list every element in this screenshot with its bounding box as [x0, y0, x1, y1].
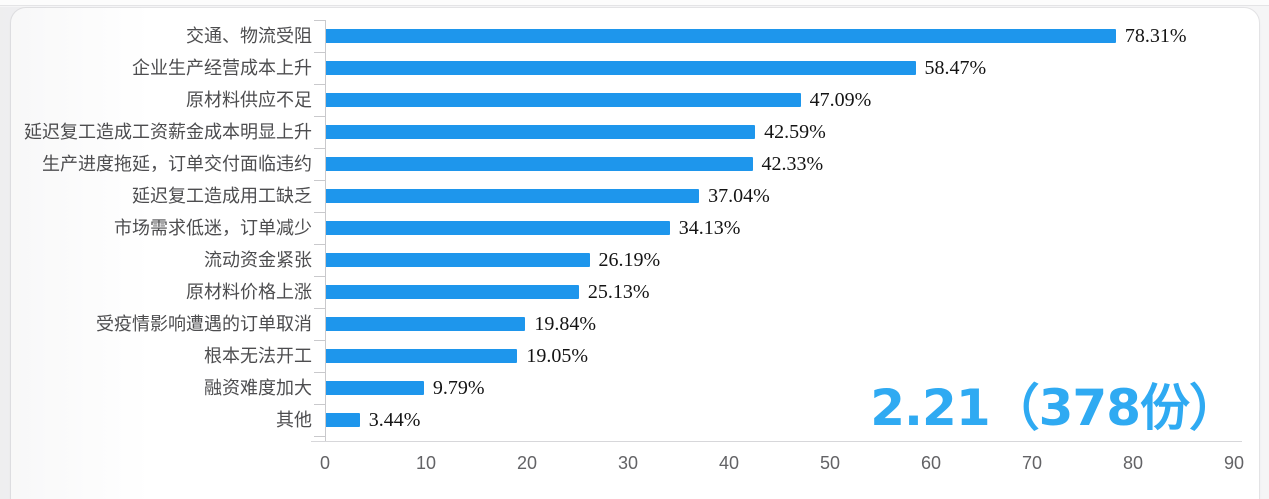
category-tick	[314, 212, 325, 213]
value-label: 37.04%	[708, 185, 770, 207]
x-tick-label: 30	[617, 453, 639, 473]
x-tick-label: 40	[718, 453, 740, 473]
category-tick	[314, 340, 325, 341]
category-tick	[314, 308, 325, 309]
x-tick-label: 90	[1223, 453, 1245, 473]
bar	[325, 413, 360, 427]
category-tick	[314, 372, 325, 373]
category-label: 企业生产经营成本上升	[132, 58, 312, 78]
value-label: 42.33%	[761, 153, 824, 175]
category-tick	[314, 148, 325, 149]
category-label: 市场需求低迷，订单减少	[114, 218, 312, 238]
category-tick	[314, 116, 325, 117]
category-label: 融资难度加大	[204, 378, 312, 398]
category-tick	[314, 52, 325, 53]
bar	[325, 125, 756, 139]
category-tick	[314, 20, 325, 21]
bar	[325, 157, 753, 171]
bar	[325, 61, 916, 75]
bar	[325, 285, 579, 299]
category-label: 受疫情影响遭遇的订单取消	[96, 314, 312, 334]
category-tick	[314, 244, 325, 245]
value-label: 3.44%	[368, 409, 421, 431]
value-label: 34.13%	[678, 217, 741, 239]
x-tick-label: 0	[319, 453, 331, 473]
bar	[325, 93, 801, 107]
category-label: 流动资金紧张	[204, 250, 312, 270]
category-tick	[314, 404, 325, 405]
annotation-respondents: 2.21（378份）	[870, 379, 1239, 437]
category-label: 延迟复工造成工资薪金成本明显上升	[24, 122, 312, 142]
category-label: 生产进度拖延，订单交付面临违约	[42, 154, 312, 174]
x-tick-label: 70	[1021, 453, 1043, 473]
value-label: 58.47%	[924, 57, 987, 79]
value-label: 78.31%	[1124, 25, 1187, 47]
bar	[325, 189, 700, 203]
x-axis-line	[311, 441, 1242, 442]
bar	[325, 253, 590, 267]
category-tick	[314, 180, 325, 181]
category-tick	[314, 276, 325, 277]
x-tick-label: 20	[516, 453, 538, 473]
category-label: 原材料价格上涨	[186, 282, 312, 302]
bar	[325, 349, 518, 363]
value-label: 9.79%	[432, 377, 485, 399]
value-label: 42.59%	[764, 121, 826, 143]
category-tick	[314, 436, 325, 437]
bar	[325, 317, 526, 331]
value-label: 19.05%	[526, 345, 589, 367]
value-label: 26.19%	[598, 249, 661, 271]
bar	[325, 221, 670, 235]
x-tick-label: 10	[415, 453, 437, 473]
bar	[325, 381, 424, 395]
x-tick-label: 60	[920, 453, 942, 473]
top-edge-divider	[0, 0, 1269, 6]
category-label: 交通、物流受阻	[186, 26, 312, 46]
chart-card	[10, 7, 1260, 499]
x-tick-label: 50	[819, 453, 841, 473]
category-label: 延迟复工造成用工缺乏	[132, 186, 312, 206]
y-axis-line	[325, 20, 326, 441]
category-label: 根本无法开工	[204, 346, 312, 366]
category-tick	[314, 84, 325, 85]
value-label: 47.09%	[809, 89, 872, 111]
value-label: 19.84%	[534, 313, 597, 335]
category-label: 原材料供应不足	[186, 90, 312, 110]
category-label: 其他	[276, 410, 312, 430]
x-tick-label: 80	[1122, 453, 1144, 473]
value-label: 25.13%	[587, 281, 650, 303]
bar	[325, 29, 1116, 43]
